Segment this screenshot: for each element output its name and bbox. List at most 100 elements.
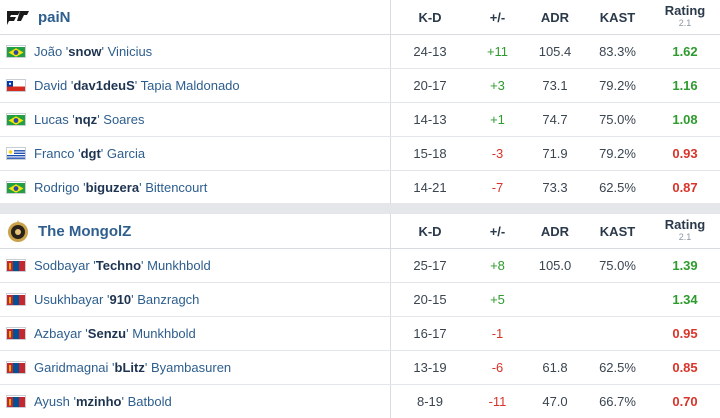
player-name-link[interactable]: João 'snow' Vinicius: [34, 44, 152, 59]
player-last-name: ' Banzragch: [131, 292, 200, 307]
adr-value: 61.8: [542, 360, 568, 375]
kd-value: 25-17: [413, 258, 447, 273]
adr-value: 47.0: [542, 394, 568, 409]
player-name-link[interactable]: Garidmagnai 'bLitz' Byambasuren: [34, 360, 231, 375]
player-nickname: 910: [109, 292, 132, 307]
player-name-link[interactable]: Ayush 'mzinho' Batbold: [34, 394, 172, 409]
player-nickname: biguzera: [85, 180, 140, 195]
player-cell[interactable]: Franco 'dgt' Garcia: [6, 137, 145, 170]
kd-value: 20-17: [413, 78, 447, 93]
col-adr-header[interactable]: ADR: [540, 223, 570, 239]
rating-label: Rating: [664, 217, 706, 232]
mongolz-logo-icon: [6, 218, 30, 244]
rating-value: 0.85: [672, 360, 698, 375]
col-rating-header[interactable]: Rating 2.1: [650, 214, 720, 248]
column-divider: [390, 351, 391, 384]
rating-value: 1.34: [672, 292, 698, 307]
plusminus-value: +8: [490, 258, 505, 273]
player-name-link[interactable]: Rodrigo 'biguzera' Bittencourt: [34, 180, 207, 195]
player-cell[interactable]: João 'snow' Vinicius: [6, 35, 152, 68]
team-title[interactable]: The MongolZ: [6, 214, 131, 248]
col-plusminus-header[interactable]: +/-: [489, 9, 506, 25]
col-kd-header[interactable]: K-D: [418, 9, 442, 25]
table-row: Azbayar 'Senzu' Munkhbold 16-17 -1 0.95: [0, 317, 720, 351]
col-plusminus-header[interactable]: +/-: [489, 223, 506, 239]
player-first-name: João ': [34, 44, 69, 59]
player-cell[interactable]: Azbayar 'Senzu' Munkhbold: [6, 317, 196, 350]
player-last-name: ' Munkhbold: [126, 326, 196, 341]
player-rows: João 'snow' Vinicius 24-13 +11 105.4 83.3% 1.…: [0, 35, 720, 204]
mongolia-flag-icon: [6, 259, 26, 272]
col-rating-header[interactable]: Rating 2.1: [650, 0, 720, 34]
kast-value: 75.0%: [599, 112, 636, 127]
column-divider: [390, 0, 391, 34]
team-title[interactable]: paiN: [6, 0, 71, 34]
player-cell[interactable]: Lucas 'nqz' Soares: [6, 103, 144, 136]
plusminus-value: -11: [488, 394, 507, 409]
brazil-flag-icon: [6, 45, 26, 58]
player-first-name: Sodbayar ': [34, 258, 96, 273]
column-divider: [390, 103, 391, 136]
plusminus-value: -3: [491, 146, 504, 161]
kd-value: 14-21: [413, 180, 447, 195]
kast-value: 75.0%: [599, 258, 636, 273]
kd-value: 13-19: [413, 360, 447, 375]
player-last-name: ' Vinicius: [101, 44, 153, 59]
player-cell[interactable]: Sodbayar 'Techno' Munkhbold: [6, 249, 211, 282]
table-row: Lucas 'nqz' Soares 14-13 +1 74.7 75.0% 1.08: [0, 103, 720, 137]
uruguay-flag-icon: [6, 147, 26, 160]
player-nickname: mzinho: [76, 394, 122, 409]
column-divider: [390, 35, 391, 68]
player-cell[interactable]: Ayush 'mzinho' Batbold: [6, 385, 172, 418]
brazil-flag-icon: [6, 113, 26, 126]
player-last-name: ' Munkhbold: [141, 258, 211, 273]
player-name-link[interactable]: Lucas 'nqz' Soares: [34, 112, 144, 127]
team-name[interactable]: paiN: [38, 8, 71, 26]
player-nickname: bLitz: [114, 360, 145, 375]
team-name[interactable]: The MongolZ: [38, 222, 132, 240]
kast-value: [585, 283, 650, 316]
mongolia-flag-icon: [6, 327, 26, 340]
adr-value: 73.3: [542, 180, 568, 195]
player-name-link[interactable]: Azbayar 'Senzu' Munkhbold: [34, 326, 196, 341]
plusminus-value: -7: [491, 180, 504, 195]
player-name-link[interactable]: Franco 'dgt' Garcia: [34, 146, 145, 161]
table-row: Franco 'dgt' Garcia 15-18 -3 71.9 79.2% 0.93: [0, 137, 720, 171]
player-name-link[interactable]: David 'dav1deuS' Tapia Maldonado: [34, 78, 240, 93]
table-row: Sodbayar 'Techno' Munkhbold 25-17 +8 105.0 7…: [0, 249, 720, 283]
player-name-link[interactable]: Usukhbayar '910' Banzragch: [34, 292, 199, 307]
kast-value: 83.3%: [599, 44, 636, 59]
brazil-flag-icon: [6, 181, 26, 194]
rating-value: 1.62: [672, 44, 698, 59]
team-header: The MongolZ K-D +/- ADR KAST Rating 2.1: [0, 214, 720, 249]
team-table-mongolz: The MongolZ K-D +/- ADR KAST Rating 2.1 …: [0, 214, 720, 418]
adr-value: 73.1: [542, 78, 568, 93]
kast-value: 79.2%: [599, 78, 636, 93]
col-adr-header[interactable]: ADR: [540, 9, 570, 25]
team-header: paiN K-D +/- ADR KAST Rating 2.1: [0, 0, 720, 35]
player-first-name: Rodrigo ': [34, 180, 86, 195]
rating-value: 0.93: [672, 146, 698, 161]
kd-value: 15-18: [413, 146, 447, 161]
table-row: Ayush 'mzinho' Batbold 8-19 -11 47.0 66.7% 0.…: [0, 385, 720, 418]
col-kast-header[interactable]: KAST: [599, 9, 636, 25]
player-cell[interactable]: Rodrigo 'biguzera' Bittencourt: [6, 171, 207, 204]
player-last-name: ' Garcia: [100, 146, 146, 161]
player-cell[interactable]: Garidmagnai 'bLitz' Byambasuren: [6, 351, 231, 384]
kast-value: 79.2%: [599, 146, 636, 161]
plusminus-value: -1: [491, 326, 504, 341]
plusminus-value: +1: [490, 112, 505, 127]
player-name-link[interactable]: Sodbayar 'Techno' Munkhbold: [34, 258, 211, 273]
adr-value: 105.4: [538, 44, 572, 59]
col-kast-header[interactable]: KAST: [599, 223, 636, 239]
table-row: David 'dav1deuS' Tapia Maldonado 20-17 +3 7…: [0, 69, 720, 103]
player-last-name: ' Byambasuren: [144, 360, 232, 375]
col-kd-header[interactable]: K-D: [418, 223, 442, 239]
column-divider: [390, 69, 391, 102]
player-first-name: Franco ': [34, 146, 81, 161]
player-cell[interactable]: Usukhbayar '910' Banzragch: [6, 283, 199, 316]
rating-value: 1.08: [672, 112, 698, 127]
rating-value: 1.39: [672, 258, 698, 273]
player-cell[interactable]: David 'dav1deuS' Tapia Maldonado: [6, 69, 240, 102]
kast-value: 66.7%: [599, 394, 636, 409]
